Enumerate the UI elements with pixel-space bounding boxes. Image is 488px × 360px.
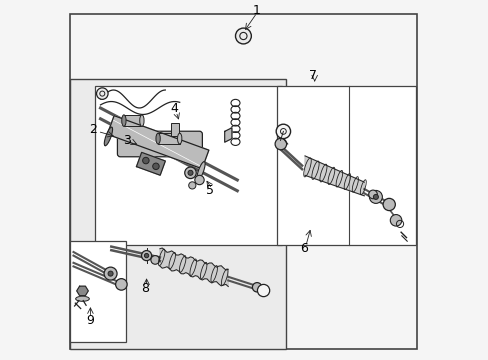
Ellipse shape: [76, 296, 89, 301]
Text: 5: 5: [206, 184, 214, 197]
Circle shape: [108, 271, 113, 276]
Bar: [123, 115, 142, 126]
Circle shape: [115, 279, 127, 290]
Ellipse shape: [177, 133, 182, 144]
Circle shape: [187, 170, 193, 175]
Bar: [95, 86, 282, 245]
Circle shape: [252, 283, 261, 292]
Bar: [70, 241, 125, 342]
FancyBboxPatch shape: [117, 131, 202, 157]
Circle shape: [382, 198, 394, 211]
Circle shape: [389, 215, 401, 226]
Polygon shape: [77, 286, 88, 296]
Polygon shape: [224, 128, 231, 142]
Bar: [70, 79, 285, 349]
Circle shape: [152, 163, 159, 170]
Polygon shape: [160, 248, 228, 287]
Text: 7: 7: [308, 69, 316, 82]
Circle shape: [373, 194, 378, 199]
Polygon shape: [136, 152, 165, 175]
Circle shape: [194, 175, 204, 185]
Text: 1: 1: [253, 4, 261, 17]
Circle shape: [257, 284, 269, 297]
Circle shape: [275, 138, 286, 150]
Text: 3: 3: [123, 134, 131, 147]
Circle shape: [184, 167, 196, 179]
Ellipse shape: [104, 127, 112, 146]
Polygon shape: [107, 116, 208, 169]
Circle shape: [104, 267, 117, 280]
Circle shape: [188, 182, 196, 189]
Circle shape: [368, 190, 382, 203]
Circle shape: [368, 190, 377, 199]
Circle shape: [141, 251, 151, 261]
Circle shape: [235, 28, 251, 44]
Circle shape: [96, 88, 108, 99]
Bar: [276, 86, 415, 245]
Text: 6: 6: [299, 242, 307, 255]
Bar: [170, 123, 178, 136]
Text: 2: 2: [89, 123, 97, 136]
Circle shape: [276, 124, 290, 139]
Polygon shape: [305, 156, 364, 196]
Ellipse shape: [197, 162, 204, 180]
Text: 4: 4: [170, 102, 178, 114]
Circle shape: [142, 157, 149, 164]
Bar: [158, 133, 179, 144]
Circle shape: [151, 256, 159, 264]
Ellipse shape: [156, 133, 160, 144]
Ellipse shape: [122, 115, 126, 126]
Text: 8: 8: [141, 282, 149, 294]
Text: 9: 9: [85, 314, 93, 327]
Circle shape: [144, 253, 148, 258]
Ellipse shape: [140, 115, 144, 126]
